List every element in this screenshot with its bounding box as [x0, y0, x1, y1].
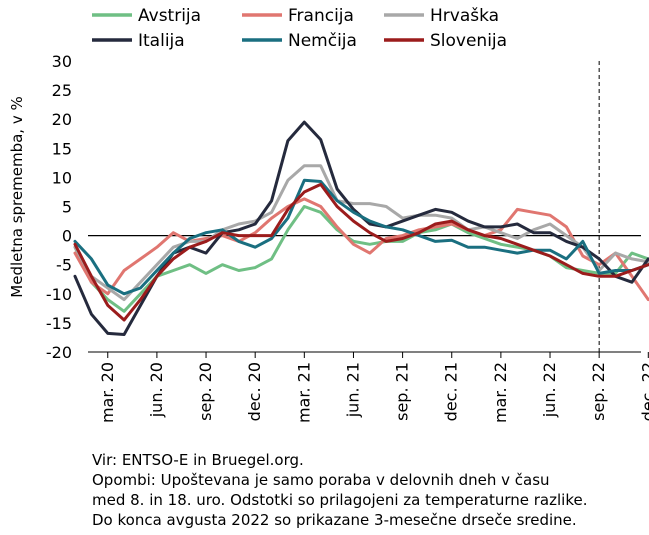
legend: Avstrija Francija Hrvaška Italija Nemčija Slo…: [92, 6, 507, 51]
x-tick-label: dec. 22: [638, 362, 649, 421]
y-tick-label: -5: [56, 256, 72, 275]
x-tick-label: dec. 20: [245, 362, 264, 421]
y-tick-label: 20: [52, 110, 72, 129]
note-line-1: Opombi: Upoštevana je samo poraba v delo…: [92, 471, 550, 489]
legend-label: Nemčija: [288, 31, 357, 51]
y-tick-label: -10: [46, 285, 72, 304]
note-line-3: Do konca avgusta 2022 so prikazane 3-mes…: [92, 511, 577, 529]
legend-label: Avstrija: [138, 6, 201, 26]
y-axis-label: Medletna sprememba, v %: [8, 96, 26, 297]
legend-label: Slovenija: [430, 31, 507, 51]
series-line: [73, 164, 649, 302]
x-axis: mar. 20 jun. 20 sep. 20 dec. 20 mar. 21 jun. …: [88, 351, 649, 423]
line-chart: Avstrija Francija Hrvaška Italija Nemčija Slo…: [8, 6, 649, 423]
y-tick-label: 30: [52, 52, 72, 71]
series-line: [73, 182, 649, 322]
y-tick-label: -15: [46, 314, 72, 333]
notes-block: Vir: ENTSO-E in Bruegel.org. Opombi: Upo…: [92, 450, 642, 530]
y-tick-label: 5: [62, 198, 72, 217]
x-tick-label: mar. 22: [491, 362, 510, 423]
x-tick-label: mar. 21: [294, 362, 313, 423]
legend-label: Francija: [288, 6, 354, 26]
y-tick-label: 15: [52, 139, 72, 158]
legend-label: Hrvaška: [430, 6, 499, 26]
plot-area: [73, 61, 649, 352]
series-line: [73, 178, 649, 296]
x-tick-label: dec. 21: [442, 362, 461, 421]
y-tick-label: -20: [46, 343, 72, 362]
x-tick-label: sep. 22: [589, 362, 608, 421]
note-line-2: med 8. in 18. uro. Odstotki so prilagoje…: [92, 491, 588, 509]
y-tick-label: 25: [52, 81, 72, 100]
x-tick-label: jun. 20: [147, 362, 166, 418]
series-line: [73, 197, 649, 302]
y-tick-label: 0: [62, 227, 72, 246]
x-tick-label: sep. 21: [393, 362, 412, 421]
legend-label: Italija: [138, 31, 185, 51]
x-tick-label: jun. 21: [343, 362, 362, 418]
y-tick-label: 10: [52, 168, 72, 187]
y-axis: -20 -15 -10 -5 0 5 10 15 20 25 30: [46, 52, 72, 362]
x-tick-label: mar. 20: [98, 362, 117, 423]
x-tick-label: jun. 22: [540, 362, 559, 418]
x-tick-label: sep. 20: [196, 362, 215, 421]
source-note: Vir: ENTSO-E in Bruegel.org.: [92, 451, 304, 469]
